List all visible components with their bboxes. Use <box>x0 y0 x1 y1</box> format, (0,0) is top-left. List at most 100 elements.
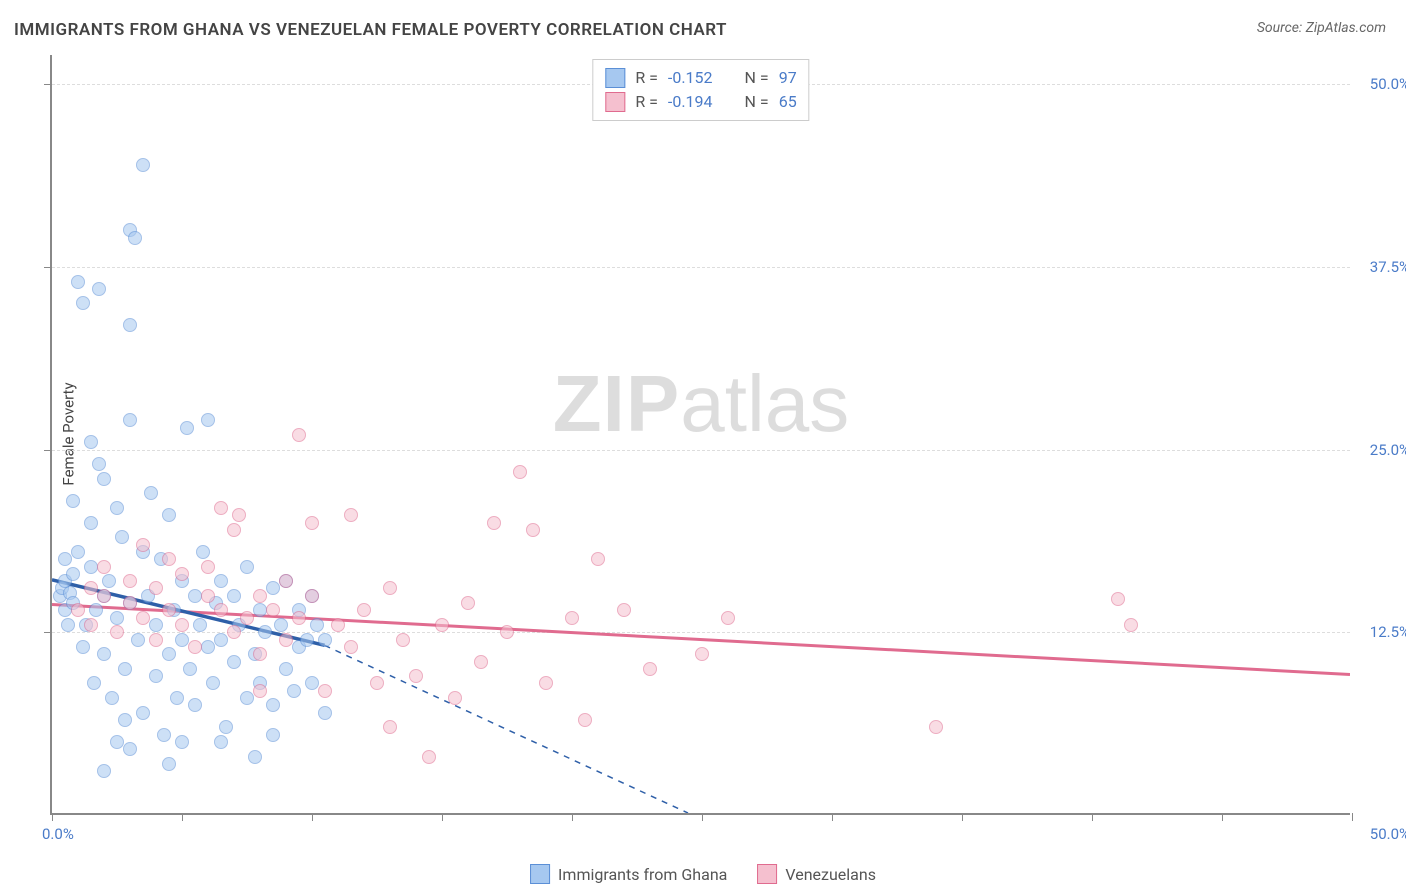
scatter-point-venezuela <box>357 603 371 617</box>
scatter-point-ghana <box>274 618 288 632</box>
legend-swatch-venezuela <box>757 864 777 884</box>
trend-line <box>325 645 688 813</box>
scatter-point-ghana <box>196 545 210 559</box>
scatter-point-venezuela <box>253 684 267 698</box>
gridline <box>52 450 1350 451</box>
scatter-point-ghana <box>300 633 314 647</box>
scatter-point-venezuela <box>929 720 943 734</box>
scatter-point-ghana <box>188 698 202 712</box>
scatter-point-ghana <box>214 735 228 749</box>
scatter-point-venezuela <box>175 567 189 581</box>
scatter-point-ghana <box>279 662 293 676</box>
scatter-point-ghana <box>227 655 241 669</box>
scatter-point-ghana <box>170 691 184 705</box>
scatter-point-ghana <box>123 318 137 332</box>
scatter-point-ghana <box>110 735 124 749</box>
y-tick <box>44 84 52 85</box>
scatter-point-venezuela <box>201 560 215 574</box>
scatter-point-venezuela <box>149 581 163 595</box>
x-tick <box>442 813 443 821</box>
scatter-point-venezuela <box>461 596 475 610</box>
scatter-point-venezuela <box>474 655 488 669</box>
scatter-point-ghana <box>92 457 106 471</box>
scatter-point-venezuela <box>279 633 293 647</box>
scatter-point-ghana <box>201 413 215 427</box>
scatter-point-ghana <box>144 486 158 500</box>
scatter-point-ghana <box>188 589 202 603</box>
scatter-point-venezuela <box>232 508 246 522</box>
y-tick <box>44 632 52 633</box>
legend-item-venezuela: Venezuelans <box>757 864 876 884</box>
scatter-point-ghana <box>66 567 80 581</box>
corr-r-value: -0.152 <box>668 66 713 90</box>
scatter-point-venezuela <box>487 516 501 530</box>
scatter-point-venezuela <box>149 633 163 647</box>
scatter-point-venezuela <box>227 523 241 537</box>
watermark-zip: ZIP <box>553 359 680 448</box>
x-tick <box>832 813 833 821</box>
y-tick-label: 12.5% <box>1370 623 1406 641</box>
corr-r-label: R = <box>635 66 658 90</box>
x-axis-min-label: 0.0% <box>42 825 74 843</box>
scatter-point-ghana <box>162 757 176 771</box>
scatter-point-ghana <box>240 560 254 574</box>
scatter-point-ghana <box>97 472 111 486</box>
x-tick <box>572 813 573 821</box>
scatter-point-venezuela <box>591 552 605 566</box>
scatter-point-venezuela <box>513 465 527 479</box>
bottom-legend: Immigrants from Ghana Venezuelans <box>530 864 876 884</box>
scatter-point-venezuela <box>344 640 358 654</box>
scatter-point-ghana <box>136 706 150 720</box>
scatter-point-venezuela <box>279 574 293 588</box>
scatter-point-venezuela <box>240 611 254 625</box>
y-tick-label: 25.0% <box>1370 441 1406 459</box>
scatter-point-ghana <box>162 508 176 522</box>
scatter-point-venezuela <box>214 603 228 617</box>
scatter-point-ghana <box>84 560 98 574</box>
scatter-point-venezuela <box>84 581 98 595</box>
y-axis-title: Female Poverty <box>60 382 78 485</box>
scatter-point-venezuela <box>71 603 85 617</box>
x-tick <box>702 813 703 821</box>
x-axis-max-label: 50.0% <box>1370 825 1406 843</box>
x-tick <box>1352 813 1353 821</box>
scatter-point-ghana <box>258 625 272 639</box>
scatter-point-venezuela <box>617 603 631 617</box>
y-tick <box>44 450 52 451</box>
scatter-point-venezuela <box>123 574 137 588</box>
scatter-point-ghana <box>131 633 145 647</box>
x-tick <box>1222 813 1223 821</box>
scatter-point-ghana <box>214 574 228 588</box>
scatter-point-venezuela <box>175 618 189 632</box>
scatter-point-ghana <box>136 158 150 172</box>
scatter-point-ghana <box>118 713 132 727</box>
scatter-point-venezuela <box>136 538 150 552</box>
scatter-point-venezuela <box>292 428 306 442</box>
scatter-point-ghana <box>266 581 280 595</box>
scatter-point-ghana <box>287 684 301 698</box>
legend-item-ghana: Immigrants from Ghana <box>530 864 727 884</box>
scatter-point-venezuela <box>409 669 423 683</box>
scatter-point-venezuela <box>214 501 228 515</box>
scatter-point-venezuela <box>448 691 462 705</box>
scatter-point-venezuela <box>188 640 202 654</box>
scatter-point-ghana <box>110 501 124 515</box>
scatter-point-venezuela <box>331 618 345 632</box>
watermark: ZIPatlas <box>553 358 849 450</box>
y-tick-label: 37.5% <box>1370 258 1406 276</box>
scatter-point-ghana <box>175 735 189 749</box>
scatter-point-ghana <box>66 494 80 508</box>
scatter-point-ghana <box>102 574 116 588</box>
scatter-point-ghana <box>84 516 98 530</box>
scatter-point-ghana <box>71 545 85 559</box>
scatter-point-ghana <box>149 618 163 632</box>
corr-r-label: R = <box>635 90 658 114</box>
scatter-point-venezuela <box>123 596 137 610</box>
scatter-point-venezuela <box>1124 618 1138 632</box>
scatter-point-venezuela <box>110 625 124 639</box>
scatter-point-ghana <box>266 728 280 742</box>
scatter-point-venezuela <box>370 676 384 690</box>
gridline <box>52 267 1350 268</box>
scatter-point-venezuela <box>578 713 592 727</box>
scatter-point-venezuela <box>396 633 410 647</box>
